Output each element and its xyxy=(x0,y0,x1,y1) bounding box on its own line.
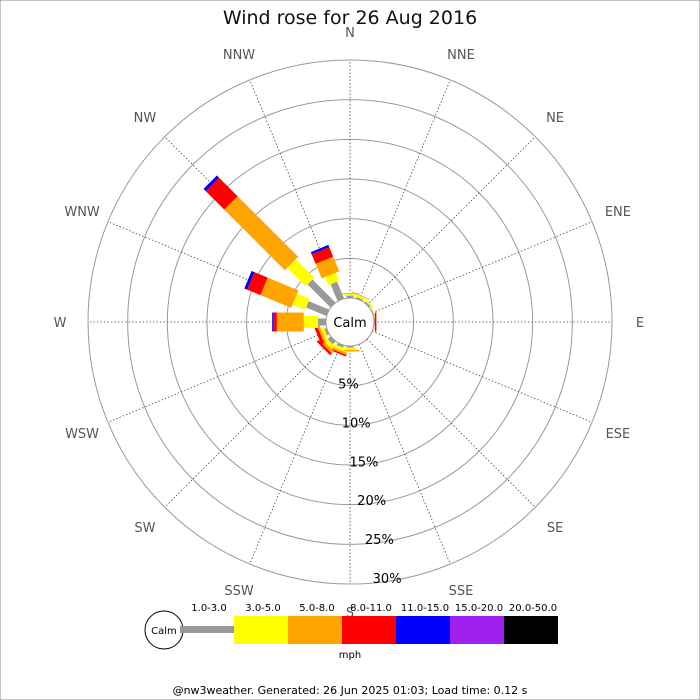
direction-label-w: W xyxy=(54,316,67,331)
grid-ring-5 xyxy=(127,99,573,545)
spoke-ssw xyxy=(249,344,342,565)
bar-wnw-bin-2 xyxy=(292,293,310,310)
legend-swatch-7 xyxy=(504,616,558,644)
bar-wnw-bin-4 xyxy=(247,272,268,296)
ring-label-5: 25% xyxy=(365,533,394,548)
legend-swatch-3 xyxy=(288,616,342,644)
bar-wsw-bin-2 xyxy=(320,326,328,339)
bar-ssw-bin-2 xyxy=(333,344,346,352)
bar-ne-bin-2 xyxy=(363,298,374,309)
bar-nw-bin-5 xyxy=(203,175,220,192)
legend-label-3: 5.0-8.0 xyxy=(299,603,334,614)
bar-nnw-bin-3 xyxy=(315,256,340,279)
legend-label-7: 20.0-50.0 xyxy=(509,603,557,614)
bar-nw-bin-4 xyxy=(205,177,238,210)
direction-label-sw: SW xyxy=(134,521,155,536)
legend-swatch-1 xyxy=(180,626,234,633)
bar-wnw-bin-1 xyxy=(305,301,330,317)
bar-nw-bin-2 xyxy=(287,259,315,287)
bar-sw-bin-2 xyxy=(323,337,335,349)
bar-nw-bin-1 xyxy=(307,279,336,308)
spoke-nne xyxy=(358,79,451,300)
legend-unit: mph xyxy=(339,650,361,661)
bar-nnw-bin-4 xyxy=(311,247,334,264)
ring-label-3: 15% xyxy=(349,455,378,470)
legend-swatch-5 xyxy=(396,616,450,644)
speed-legend: Calm mph 1.0-3.0 3.0-5.0 5.0-8.0 8.0-11.0 11… xyxy=(144,603,558,661)
bar-sw-bin-4 xyxy=(316,340,332,356)
direction-label-sse: SSE xyxy=(449,584,474,599)
ring-label-4: 20% xyxy=(357,494,386,509)
legend-label-2: 3.0-5.0 xyxy=(245,603,280,614)
spoke-wsw xyxy=(107,330,328,423)
legend-label-4: 8.0-11.0 xyxy=(350,603,392,614)
legend-calm-label: Calm xyxy=(151,626,177,637)
direction-label-wsw: WSW xyxy=(65,427,99,442)
ring-label-6: 30% xyxy=(373,572,402,587)
footer-text: @nw3weather. Generated: 26 Jun 2025 01:0… xyxy=(173,684,528,697)
spoke-sse xyxy=(358,344,451,565)
bar-wnw-bin-3 xyxy=(260,277,299,308)
ring-labels: 5% 10% 15% 20% 25% 30% xyxy=(338,377,401,587)
bar-wnw-bin-5 xyxy=(244,270,255,290)
calm-circle xyxy=(325,297,375,347)
direction-label-nnw: NNW xyxy=(223,48,255,63)
ring-label-1: 5% xyxy=(338,377,359,392)
legend-swatch-4 xyxy=(342,616,396,644)
calm-label: Calm xyxy=(333,316,366,331)
wind-bars xyxy=(203,175,377,357)
direction-label-ssw: SSW xyxy=(224,584,254,599)
direction-label-s: S xyxy=(346,606,354,621)
bar-ssw-bin-3 xyxy=(329,345,348,356)
direction-label-n: N xyxy=(345,26,355,41)
grid-ring-6 xyxy=(87,59,613,585)
chart-title: Wind rose for 26 Aug 2016 xyxy=(223,7,477,29)
direction-label-nw: NW xyxy=(134,111,157,126)
bar-sw-bin-3 xyxy=(318,337,335,354)
direction-label-nne: NNE xyxy=(447,48,475,63)
spoke-ene xyxy=(372,221,593,314)
legend-label-6: 15.0-20.0 xyxy=(455,603,503,614)
direction-label-wnw: WNW xyxy=(64,205,100,220)
spoke-ne xyxy=(366,136,536,306)
spoke-se xyxy=(366,338,536,508)
bar-nne-bin-2 xyxy=(354,293,367,301)
ring-label-2: 10% xyxy=(342,416,371,431)
bar-nnw-bin-1 xyxy=(330,281,345,302)
direction-label-ne: NE xyxy=(546,111,564,126)
direction-label-ese: ESE xyxy=(606,427,631,442)
direction-label-ene: ENE xyxy=(605,205,631,220)
direction-label-se: SE xyxy=(547,521,563,536)
bar-ssw-bin-4 xyxy=(328,347,347,357)
bar-wsw-bin-4 xyxy=(313,325,325,345)
direction-labels: N NNE NE ENE E ESE SE SSE S SSW SW WSW W WNW NW NNW xyxy=(54,26,645,621)
legend-swatch-6 xyxy=(450,616,504,644)
calm-center: Calm xyxy=(325,297,375,347)
legend-label-1: 1.0-3.0 xyxy=(191,603,226,614)
legend-label-5: 11.0-15.0 xyxy=(401,603,449,614)
bar-wsw-bin-3 xyxy=(316,324,327,343)
grid-ring-2 xyxy=(246,218,454,426)
bar-nnw-bin-2 xyxy=(324,272,340,286)
direction-label-e: E xyxy=(636,316,644,331)
spoke-sw xyxy=(164,338,334,508)
bar-sw-bin-1 xyxy=(327,336,336,345)
bar-nw-bin-3 xyxy=(224,196,299,271)
bar-nnw-bin-5 xyxy=(310,244,330,255)
spoke-ese xyxy=(372,330,593,423)
legend-swatch-2 xyxy=(234,616,288,644)
